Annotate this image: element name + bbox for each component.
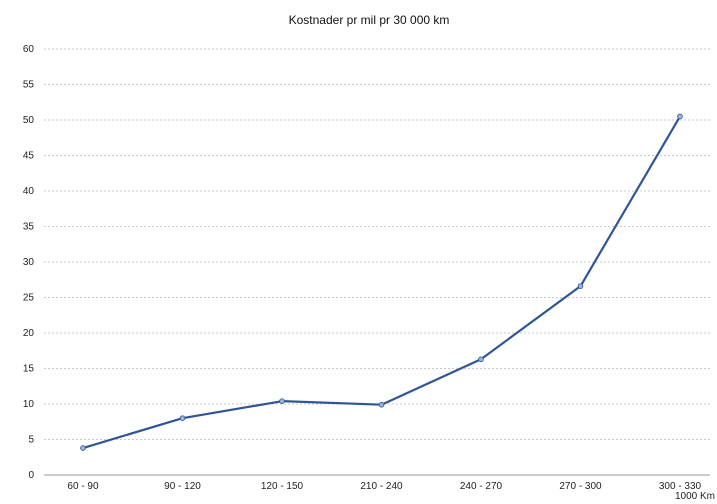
chart-title: Kostnader pr mil pr 30 000 km (289, 13, 450, 27)
x-tick-label-3: 210 - 240 (360, 481, 403, 492)
data-point-1 (179, 415, 186, 422)
y-tick-label-20: 20 (23, 328, 35, 339)
x-tick-label-2: 120 - 150 (261, 481, 304, 492)
y-tick-label-50: 50 (23, 115, 35, 126)
y-axis-ticks: 0 5 10 15 20 25 30 35 40 45 50 55 60 (23, 44, 35, 481)
x-axis-ticks: 60 - 90 90 - 120 120 - 150 210 - 240 240 - 2… (67, 481, 701, 492)
data-point-2 (279, 398, 285, 404)
x-tick-label-4: 240 - 270 (460, 481, 503, 492)
data-point-5 (577, 283, 584, 289)
y-tick-label-0: 0 (28, 470, 34, 481)
data-point-3 (378, 401, 385, 408)
y-tick-label-5: 5 (28, 435, 34, 446)
y-tick-label-25: 25 (23, 293, 35, 304)
gridlines (44, 48, 710, 440)
y-tick-label-35: 35 (23, 222, 35, 233)
y-tick-label-10: 10 (23, 399, 35, 410)
y-tick-label-15: 15 (23, 364, 35, 375)
data-point-6 (677, 113, 683, 120)
series-line (81, 115, 682, 450)
x-tick-label-0: 60 - 90 (67, 481, 99, 492)
x-tick-label-1: 90 - 120 (164, 481, 201, 492)
x-tick-label-5: 270 - 300 (559, 481, 602, 492)
y-tick-label-60: 60 (23, 44, 35, 55)
y-tick-label-55: 55 (23, 80, 35, 91)
y-tick-label-30: 30 (23, 257, 35, 268)
data-point-4 (478, 356, 484, 363)
x-tick-label-6: 300 - 330 (659, 481, 702, 492)
x-axis-unit-label: 1000 Km (675, 491, 715, 502)
series-line (81, 115, 682, 450)
data-point-0 (80, 445, 86, 451)
series-points (80, 113, 683, 451)
y-tick-label-45: 45 (23, 151, 35, 162)
y-tick-label-40: 40 (23, 186, 35, 197)
